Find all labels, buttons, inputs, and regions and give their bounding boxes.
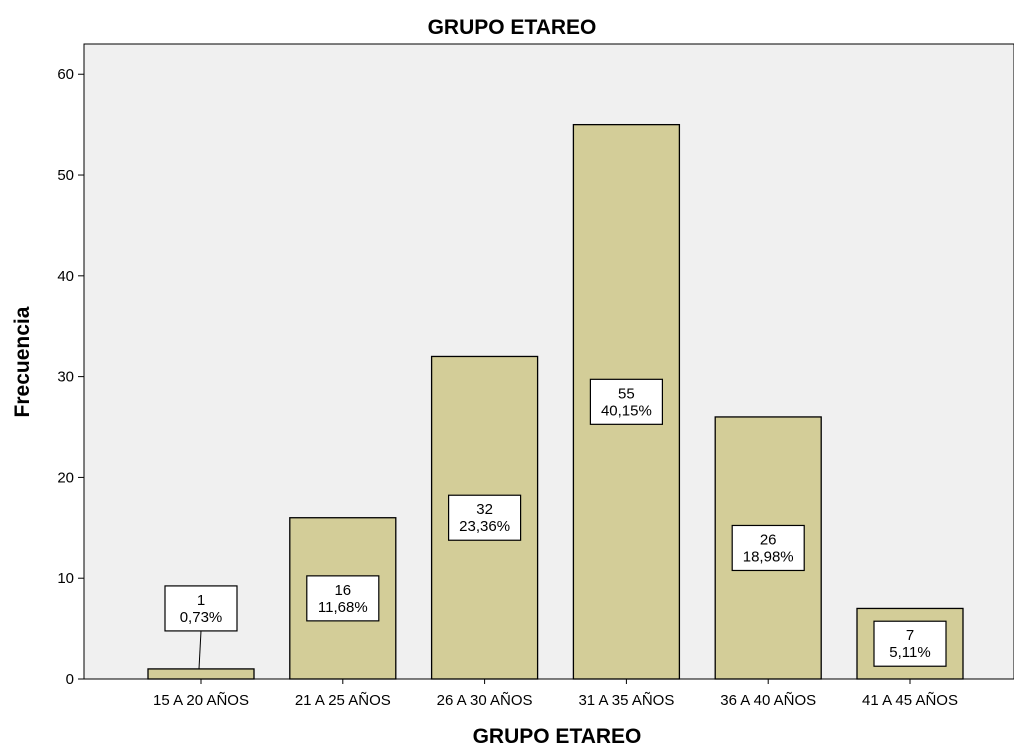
y-tick-label: 50 xyxy=(57,167,74,184)
data-label-count: 32 xyxy=(476,501,493,518)
y-tick-label: 0 xyxy=(66,671,74,688)
x-tick-label: 26 A 30 AÑOS xyxy=(437,692,533,709)
data-label-percent: 11,68% xyxy=(318,599,368,616)
data-label-count: 7 xyxy=(906,627,914,644)
bar xyxy=(147,668,255,680)
data-label-percent: 0,73% xyxy=(180,609,223,626)
x-tick-label: 36 A 40 AÑOS xyxy=(720,692,816,709)
data-label-percent: 5,11% xyxy=(889,644,930,661)
data-label-box xyxy=(589,378,664,425)
data-label-percent: 23,36% xyxy=(459,518,510,535)
x-tick-label: 21 A 25 AÑOS xyxy=(295,692,391,709)
x-tick-label: 41 A 45 AÑOS xyxy=(862,692,958,709)
data-label-box xyxy=(448,494,522,541)
data-labels-group: 10,73%1611,68%3223,36%5540,15%2618,98%75… xyxy=(164,378,947,669)
data-label-count: 55 xyxy=(618,385,635,402)
data-label-count: 1 xyxy=(197,592,205,609)
data-label-percent: 40,15% xyxy=(601,402,652,419)
plot-area xyxy=(83,43,1014,680)
data-label-box xyxy=(731,524,805,572)
y-tick-label: 30 xyxy=(57,369,74,386)
x-tick-label: 31 A 35 AÑOS xyxy=(578,692,674,709)
y-tick-label: 60 xyxy=(57,66,74,83)
y-axis: 0 10 20 30 40 50 60 xyxy=(57,66,84,688)
data-label-box xyxy=(164,585,238,632)
y-tick-label: 40 xyxy=(57,268,74,285)
data-label-box xyxy=(306,575,380,622)
data-label-percent: 18,98% xyxy=(743,548,794,565)
x-axis-title: GRUPO ETAREO xyxy=(473,725,642,747)
data-label-box xyxy=(873,620,947,667)
chart-title: GRUPO ETAREO xyxy=(428,16,597,39)
y-tick-label: 20 xyxy=(57,469,74,486)
data-label-count: 26 xyxy=(760,531,777,548)
x-tick-label: 15 A 20 AÑOS xyxy=(153,692,249,709)
x-axis: 15 A 20 AÑOS 21 A 25 AÑOS 26 A 30 AÑOS 31 A… xyxy=(153,679,958,709)
data-label: 10,73% xyxy=(164,585,238,669)
y-axis-title: Frecuencia xyxy=(11,306,34,417)
y-tick-label: 10 xyxy=(57,570,74,587)
data-label: 75,11% xyxy=(873,620,947,667)
data-label-count: 16 xyxy=(334,582,351,599)
data-label-leader xyxy=(198,630,202,669)
